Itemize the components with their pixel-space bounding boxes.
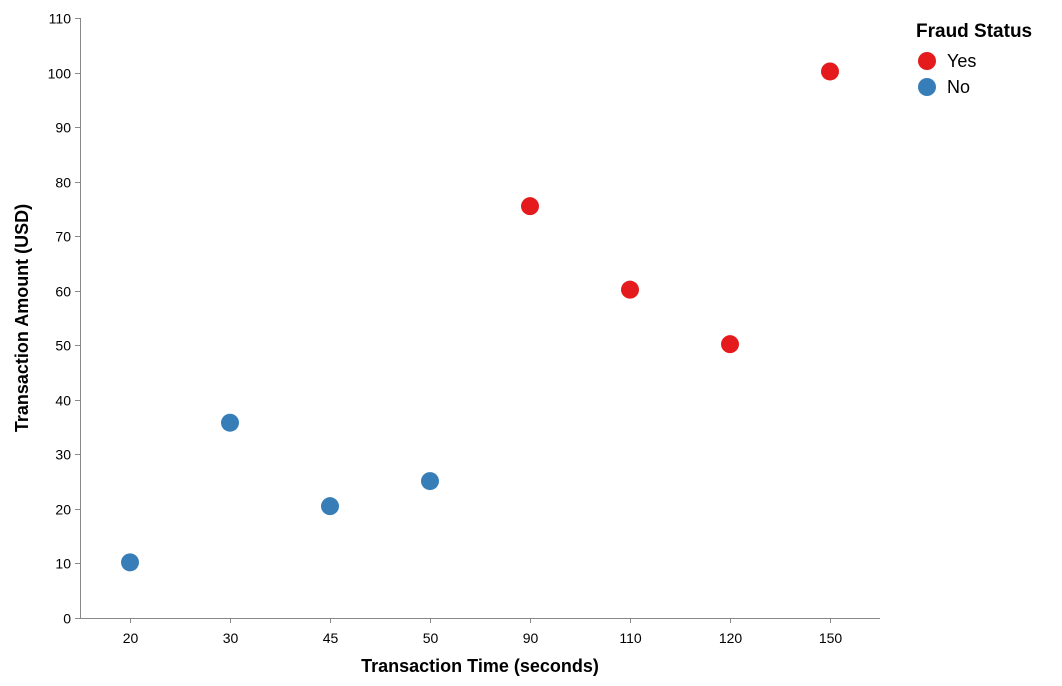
y-tick-label: 20	[55, 502, 71, 518]
y-tick-label: 70	[55, 229, 71, 245]
y-tick-label: 90	[55, 120, 71, 136]
x-tick-label: 50	[423, 630, 439, 646]
legend-label-yes: Yes	[947, 51, 976, 71]
y-tick-label: 0	[63, 611, 71, 627]
y-tick-label: 100	[48, 66, 72, 82]
x-tick-label: 30	[223, 630, 239, 646]
x-tick-label: 90	[523, 630, 539, 646]
legend: Fraud Status Yes No	[916, 21, 1032, 97]
legend-swatch-yes	[918, 52, 936, 70]
data-points	[121, 62, 839, 572]
legend-swatch-no	[918, 78, 936, 96]
legend-label-no: No	[947, 77, 970, 97]
data-point-yes	[721, 335, 739, 354]
y-tick-label: 110	[49, 11, 72, 27]
data-point-yes	[621, 280, 639, 299]
x-tick-label: 110	[619, 630, 642, 646]
y-axis: 0 10 20 30 40 50 60 70 80 90 100 110	[48, 11, 81, 627]
legend-title: Fraud Status	[916, 21, 1032, 42]
y-tick-label: 40	[55, 393, 71, 409]
x-tick-label: 150	[819, 630, 843, 646]
data-point-no	[121, 553, 139, 572]
x-axis-title: Transaction Time (seconds)	[361, 656, 599, 676]
y-axis-title: Transaction Amount (USD)	[12, 204, 32, 432]
y-tick-label: 60	[55, 284, 71, 300]
y-tick-label: 50	[55, 338, 71, 354]
y-tick-label: 80	[55, 175, 71, 191]
legend-entries: Yes No	[918, 51, 976, 97]
data-point-no	[421, 472, 439, 491]
data-point-yes	[521, 197, 539, 216]
y-tick-label: 10	[55, 556, 71, 572]
y-tick-label: 30	[55, 447, 71, 463]
data-point-no	[321, 497, 339, 516]
x-tick-label: 20	[123, 630, 139, 646]
x-tick-label: 120	[719, 630, 743, 646]
data-point-no	[221, 413, 239, 432]
x-axis: 20 30 45 50 90 110 120 150	[80, 618, 880, 646]
x-tick-label: 45	[323, 630, 339, 646]
data-point-yes	[821, 62, 839, 81]
